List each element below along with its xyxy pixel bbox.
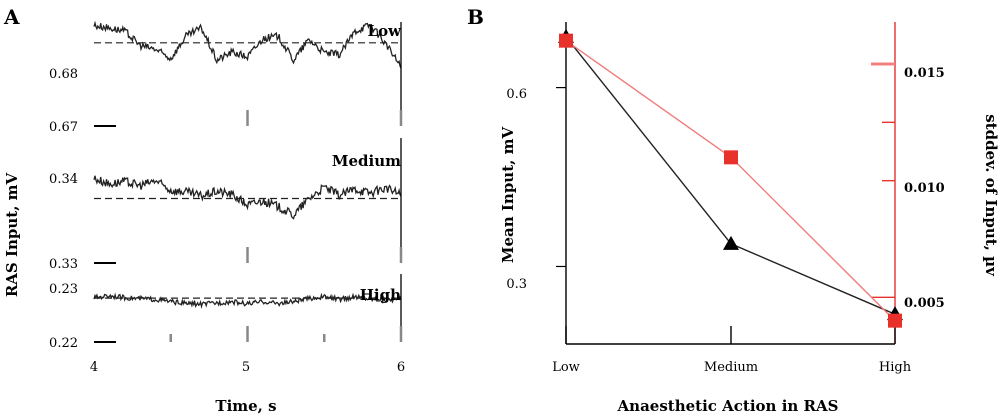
- ytick-medium-top: 0.34: [49, 172, 78, 187]
- ytick-low-top: 0.68: [49, 67, 78, 82]
- stddev-marker-medium: [724, 150, 738, 165]
- trace-medium: [93, 175, 402, 220]
- right-ytick-0-005: 0.005: [904, 296, 945, 311]
- series-line-mean: [565, 36, 896, 315]
- xcat-high: High: [879, 360, 912, 375]
- panel-a-x-axis-label: Time, s: [215, 397, 276, 415]
- label-medium: Medium: [332, 152, 401, 170]
- panel-b-right-axis-label: stddev. of Input, µv: [982, 114, 1000, 277]
- subplot-medium: 0.34 0.33 Medium: [49, 138, 403, 272]
- ytick-high-top: 0.23: [49, 282, 78, 297]
- xcat-medium: Medium: [704, 360, 758, 375]
- xtick-5: 5: [242, 360, 250, 375]
- stddev-marker-high: [888, 313, 902, 328]
- right-ytick-0-015: 0.015: [904, 66, 945, 81]
- left-ytick-0-3: 0.3: [506, 277, 527, 292]
- xtick-6: 6: [397, 360, 405, 375]
- xtick-4: 4: [90, 360, 98, 375]
- ytick-medium-bottom: 0.33: [49, 257, 78, 272]
- right-ytick-0-010: 0.010: [904, 181, 945, 196]
- xcat-low: Low: [552, 360, 580, 375]
- panel-a-y-axis-label: RAS Input, mV: [3, 172, 21, 297]
- panel-b-x-axis-label: Anaesthetic Action in RAS: [617, 397, 839, 415]
- mean-marker-medium: [723, 235, 739, 250]
- label-high: High: [360, 286, 401, 304]
- label-low: Low: [368, 22, 403, 40]
- stddev-marker-low: [559, 33, 573, 48]
- subplot-low: 0.68 0.67 Low: [49, 20, 403, 135]
- panel-b-plot: 0.6 0.3 0.015 0.010 0.005 Low Medium Hig…: [506, 22, 945, 375]
- subplot-high: 0.23 0.22 High: [49, 274, 403, 351]
- ytick-low-bottom: 0.67: [49, 120, 78, 135]
- ytick-high-bottom: 0.22: [49, 336, 78, 351]
- panel-b-left-axis-label: Mean Input, mV: [499, 127, 517, 264]
- panel-a-label: A: [3, 5, 20, 29]
- time-axis: 4 5 6: [90, 360, 405, 375]
- left-ytick-0-6: 0.6: [506, 87, 527, 102]
- series-line-stddev: [565, 40, 896, 322]
- trace-high: [93, 292, 402, 309]
- trace-low: [93, 20, 402, 69]
- panel-b-label: B: [467, 5, 484, 29]
